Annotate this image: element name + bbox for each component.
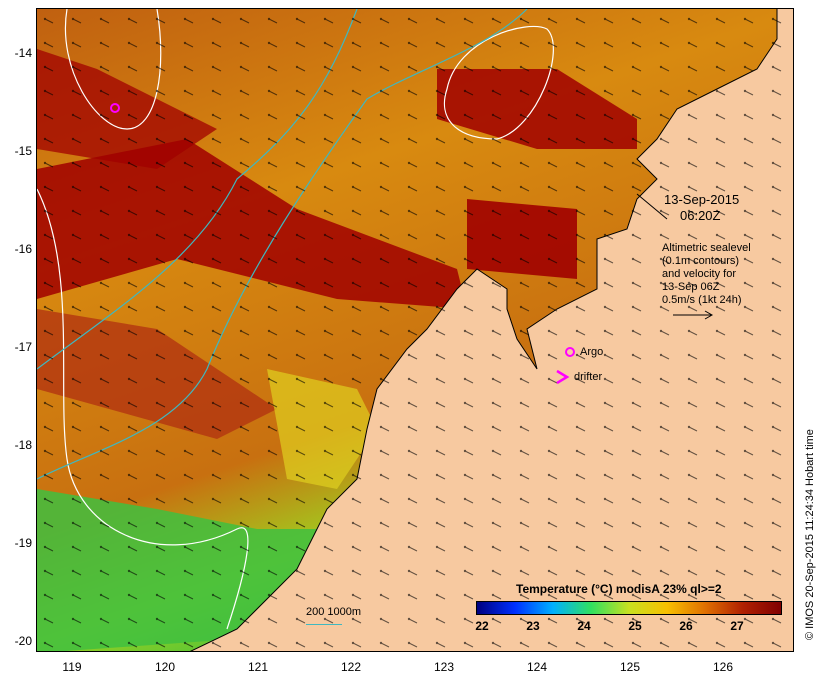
timestamp-date: 13-Sep-2015 [664, 192, 740, 207]
velocity-scale-arrowhead [704, 310, 714, 320]
lat-tick-label: -16 [14, 242, 32, 256]
timestamp-leader-line [636, 193, 668, 220]
lat-tick-label: -15 [14, 144, 32, 158]
isobath-legend-label: 200 1000m [306, 606, 362, 618]
colorbar-tick: 25 [628, 619, 642, 633]
sst-map [37, 9, 793, 651]
colorbar-tick: 27 [730, 619, 744, 633]
credit-text: © IMOS 20-Sep-2015 11:24:34 Hobart time [804, 429, 816, 640]
colorbar-tick: 24 [577, 619, 591, 633]
info-line: 13-Sep 06Z [662, 281, 720, 293]
lon-tick-label: 122 [340, 660, 362, 674]
lat-tick-label: -17 [14, 340, 32, 354]
map-area[interactable] [36, 8, 794, 652]
lon-tick-label: 119 [62, 660, 82, 674]
lon-tick-label: 124 [526, 660, 548, 674]
altimetry-info: Altimetric sealevel (0.1m contours) and … [662, 242, 751, 307]
colorbar-tick: 23 [526, 619, 540, 633]
lat-tick-label: -19 [14, 536, 32, 550]
info-line: Altimetric sealevel [662, 242, 751, 254]
argo-float-marker[interactable] [110, 103, 120, 113]
isobath-legend-line [306, 624, 342, 625]
lon-tick-label: 121 [247, 660, 269, 674]
info-line: 0.5m/s (1kt 24h) [662, 294, 742, 306]
timestamp-time: 06:20Z [680, 208, 721, 223]
lon-tick-label: 125 [619, 660, 641, 674]
argo-legend-label: Argo [580, 346, 604, 358]
colorbar-tick: 22 [475, 619, 489, 633]
drifter-legend-icon [556, 369, 570, 385]
drifter-legend-label: drifter [574, 371, 603, 383]
temperature-colorbar [476, 601, 782, 615]
lon-tick-label: 123 [433, 660, 455, 674]
velocity-field [37, 9, 793, 651]
lat-tick-label: -14 [14, 46, 32, 60]
argo-legend-icon [565, 347, 575, 357]
info-line: (0.1m contours) [662, 255, 740, 267]
lat-tick-label: -20 [14, 634, 32, 648]
lon-tick-label: 120 [154, 660, 176, 674]
colorbar-tick: 26 [679, 619, 693, 633]
lon-tick-label: 126 [712, 660, 734, 674]
lat-tick-label: -18 [14, 438, 32, 452]
info-line: and velocity for [662, 268, 736, 280]
colorbar-title: Temperature (°C) modisA 23% ql>=2 [516, 582, 722, 596]
